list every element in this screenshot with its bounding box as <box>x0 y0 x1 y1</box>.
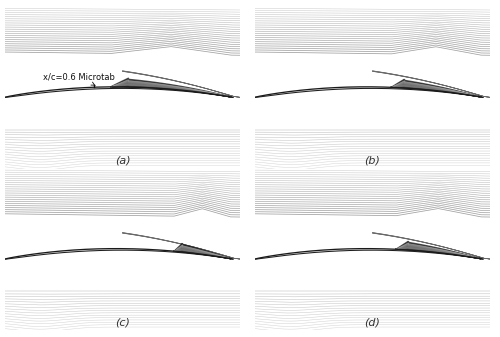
Polygon shape <box>255 249 483 259</box>
Text: x/c=0.6 Microtab: x/c=0.6 Microtab <box>42 72 115 85</box>
Polygon shape <box>111 78 230 97</box>
Text: (b): (b) <box>364 155 380 165</box>
Text: (a): (a) <box>114 155 130 165</box>
Text: (c): (c) <box>115 317 130 327</box>
Polygon shape <box>174 243 231 259</box>
Polygon shape <box>255 87 483 97</box>
Polygon shape <box>5 87 233 97</box>
Polygon shape <box>392 79 480 97</box>
Text: (d): (d) <box>364 317 380 327</box>
Polygon shape <box>396 241 480 259</box>
Polygon shape <box>5 249 233 259</box>
